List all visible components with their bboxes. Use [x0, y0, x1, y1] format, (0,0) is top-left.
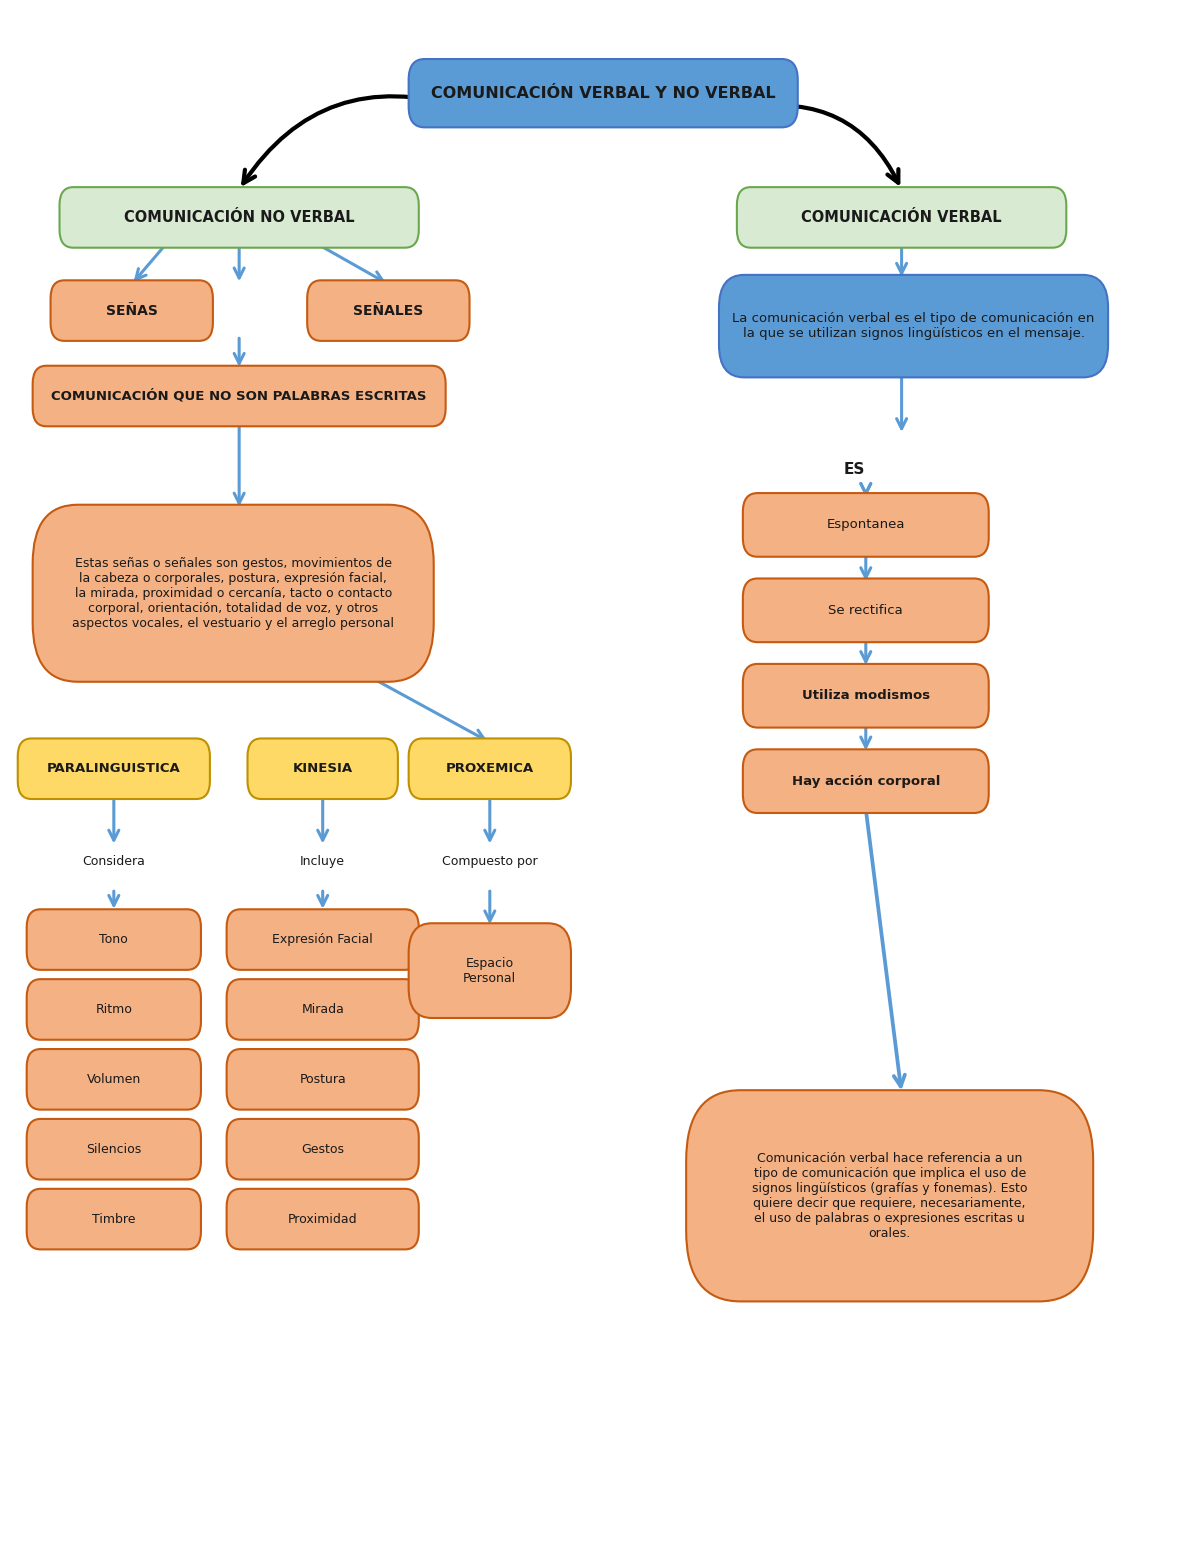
FancyBboxPatch shape [26, 980, 200, 1041]
FancyBboxPatch shape [307, 280, 469, 340]
FancyBboxPatch shape [409, 922, 571, 1019]
Text: ES: ES [844, 461, 864, 477]
FancyBboxPatch shape [409, 59, 798, 127]
Text: Expresión Facial: Expresión Facial [272, 933, 373, 946]
FancyBboxPatch shape [743, 750, 989, 814]
FancyBboxPatch shape [227, 1190, 419, 1249]
FancyBboxPatch shape [743, 578, 989, 643]
Text: SEÑALES: SEÑALES [353, 303, 424, 318]
FancyBboxPatch shape [737, 186, 1067, 247]
Text: Silencios: Silencios [86, 1143, 142, 1155]
FancyBboxPatch shape [32, 505, 433, 682]
Text: KINESIA: KINESIA [293, 763, 353, 775]
Text: COMUNICACIÓN VERBAL: COMUNICACIÓN VERBAL [802, 210, 1002, 225]
Text: Se rectifica: Se rectifica [828, 604, 904, 617]
FancyBboxPatch shape [227, 980, 419, 1041]
Text: COMUNICACIÓN NO VERBAL: COMUNICACIÓN NO VERBAL [124, 210, 354, 225]
FancyBboxPatch shape [743, 663, 989, 727]
FancyBboxPatch shape [227, 1118, 419, 1180]
FancyBboxPatch shape [26, 910, 200, 969]
Text: Considera: Considera [83, 856, 145, 868]
Text: Timbre: Timbre [92, 1213, 136, 1225]
FancyBboxPatch shape [247, 739, 398, 798]
Text: Espontanea: Espontanea [827, 519, 905, 531]
Text: PROXEMICA: PROXEMICA [445, 763, 534, 775]
Text: Comunicación verbal hace referencia a un
tipo de comunicación que implica el uso: Comunicación verbal hace referencia a un… [752, 1152, 1027, 1239]
Text: Compuesto por: Compuesto por [442, 856, 538, 868]
Text: Volumen: Volumen [86, 1073, 140, 1086]
Text: Hay acción corporal: Hay acción corporal [792, 775, 940, 787]
Text: Espacio
Personal: Espacio Personal [463, 957, 516, 985]
FancyBboxPatch shape [26, 1190, 200, 1249]
FancyBboxPatch shape [18, 739, 210, 798]
FancyBboxPatch shape [227, 1050, 419, 1109]
Text: Tono: Tono [100, 933, 128, 946]
FancyBboxPatch shape [409, 739, 571, 798]
FancyBboxPatch shape [743, 492, 989, 556]
Text: Incluye: Incluye [300, 856, 346, 868]
FancyBboxPatch shape [26, 1050, 200, 1109]
Text: PARALINGUISTICA: PARALINGUISTICA [47, 763, 181, 775]
Text: Utiliza modismos: Utiliza modismos [802, 690, 930, 702]
FancyBboxPatch shape [719, 275, 1108, 377]
FancyBboxPatch shape [686, 1090, 1093, 1301]
Text: Mirada: Mirada [301, 1003, 344, 1016]
Text: COMUNICACIÓN VERBAL Y NO VERBAL: COMUNICACIÓN VERBAL Y NO VERBAL [431, 85, 775, 101]
Text: SEÑAS: SEÑAS [106, 303, 157, 318]
FancyBboxPatch shape [60, 186, 419, 247]
Text: Ritmo: Ritmo [95, 1003, 132, 1016]
Text: La comunicación verbal es el tipo de comunicación en
la que se utilizan signos l: La comunicación verbal es el tipo de com… [732, 312, 1094, 340]
Text: Estas señas o señales son gestos, movimientos de
la cabeza o corporales, postura: Estas señas o señales son gestos, movimi… [72, 556, 394, 631]
FancyBboxPatch shape [227, 910, 419, 969]
Text: Gestos: Gestos [301, 1143, 344, 1155]
FancyBboxPatch shape [26, 1118, 200, 1180]
Text: COMUNICACIÓN QUE NO SON PALABRAS ESCRITAS: COMUNICACIÓN QUE NO SON PALABRAS ESCRITA… [52, 390, 427, 402]
Text: Postura: Postura [299, 1073, 346, 1086]
FancyBboxPatch shape [32, 365, 445, 426]
Text: Proximidad: Proximidad [288, 1213, 358, 1225]
FancyBboxPatch shape [50, 280, 212, 340]
